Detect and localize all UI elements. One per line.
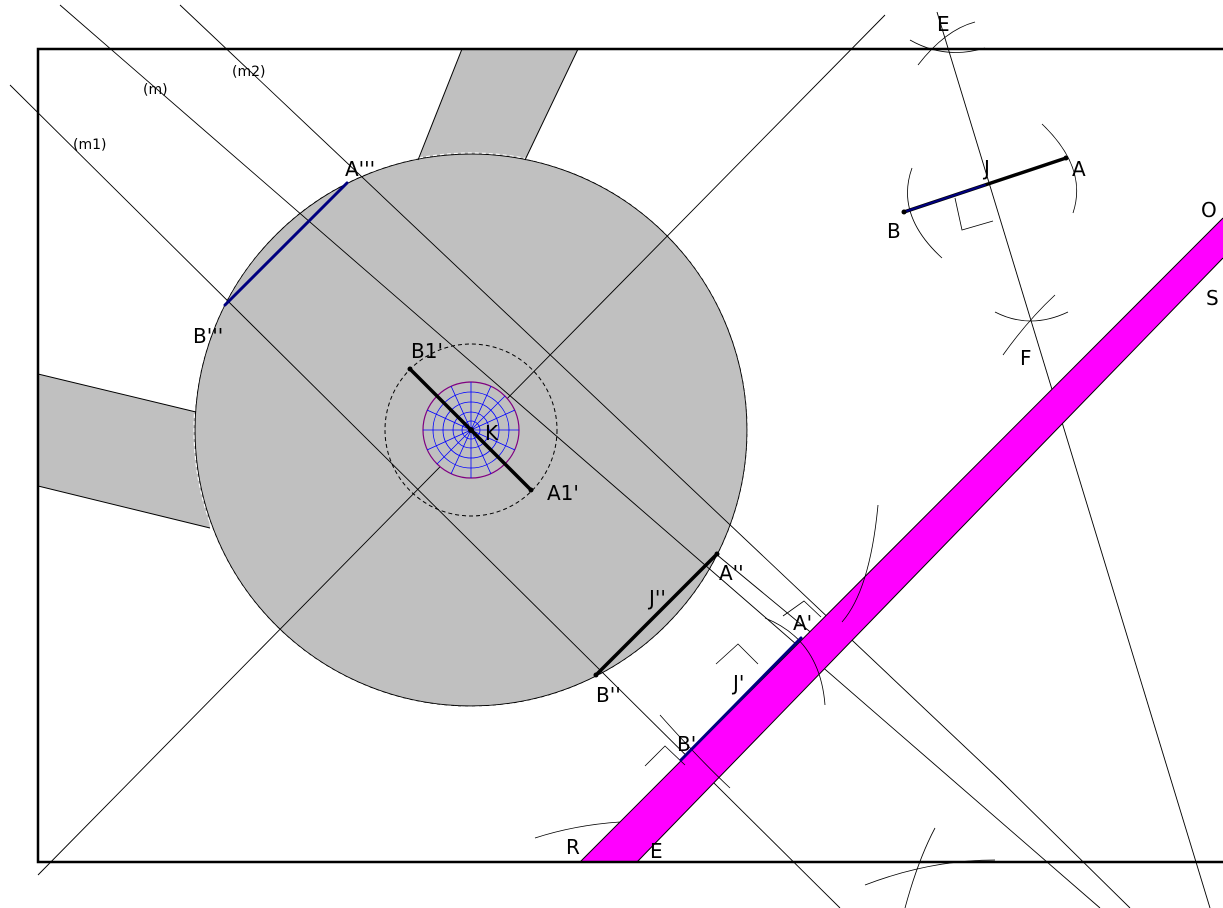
label-R: R (566, 835, 580, 859)
arc-F-2 (1002, 294, 1056, 356)
segment-A3-B3 (223, 181, 349, 307)
right-angle-J1 (715, 643, 759, 665)
road-left-edge-top (38, 373, 197, 413)
point-K (468, 427, 474, 433)
road-left (38, 374, 210, 528)
arc-bottom-2 (904, 827, 936, 908)
arc-near-A (1041, 123, 1078, 214)
inner-dashed-circle (384, 343, 558, 517)
point-A1p (528, 487, 534, 493)
label-m1: (m1) (73, 137, 106, 153)
label-B: B (887, 219, 901, 243)
right-angle-J (954, 197, 994, 231)
figure-frame (36, 47, 1223, 864)
label-E-top: E (937, 12, 950, 36)
point-B2 (593, 672, 599, 678)
segment-AB-inner (903, 184, 986, 213)
label-K: K (485, 421, 499, 445)
label-S: S (1206, 286, 1219, 310)
right-angle-B1 (644, 745, 686, 767)
line-m (59, 4, 1101, 908)
arc-A1-1 (841, 504, 879, 623)
label-J2: J'' (647, 586, 666, 610)
label-F: F (1020, 346, 1032, 370)
construction-arcs (534, 21, 1078, 908)
label-B1: B' (677, 732, 696, 756)
label-B1p: B1' (411, 339, 443, 363)
road-top-edge-left (417, 49, 463, 161)
points (407, 155, 1069, 678)
arc-A1-2 (764, 617, 826, 706)
point-B1p (407, 366, 413, 372)
label-O: O (1201, 198, 1217, 222)
right-angle-A1 (782, 600, 822, 618)
label-B2: B'' (596, 683, 621, 707)
label-m2: (m2) (232, 64, 265, 80)
arc-bottom-1 (864, 859, 996, 886)
label-B3: B''' (193, 324, 223, 348)
label-A: A (1072, 157, 1086, 181)
label-A1p: A1' (547, 481, 579, 505)
line-short-a2 (715, 553, 821, 641)
road-left-edge-bottom (38, 485, 211, 529)
arc-F-1 (994, 311, 1069, 322)
arc-B1-1 (659, 714, 731, 789)
label-J: J (982, 156, 990, 180)
roundabout-dashed-edge (193, 152, 749, 708)
label-J1: J' (731, 671, 744, 695)
arc-E-2 (917, 21, 976, 66)
label-A3: A''' (345, 157, 375, 181)
line-m2 (179, 4, 1001, 781)
strip-edge-lower (636, 257, 1223, 863)
line-m2-ext (999, 779, 1131, 908)
arc-near-B (907, 167, 943, 259)
point-A2 (714, 551, 720, 557)
label-m: (m) (143, 82, 168, 98)
label-E-bottom: E (650, 839, 663, 863)
line-perpendicular-bisector (936, 11, 1211, 908)
road-top-edge-right (524, 49, 579, 161)
arc-B1-2 (534, 821, 621, 839)
arc-E-1 (909, 39, 986, 53)
point-B (901, 209, 907, 215)
label-A2: A'' (719, 561, 744, 585)
road-top (418, 49, 578, 160)
right-angle-markers (644, 197, 994, 767)
label-A1: A' (793, 611, 812, 635)
segment-A1-B1 (679, 636, 803, 762)
segment-A2-B2 (594, 552, 719, 677)
point-A (1063, 155, 1069, 161)
